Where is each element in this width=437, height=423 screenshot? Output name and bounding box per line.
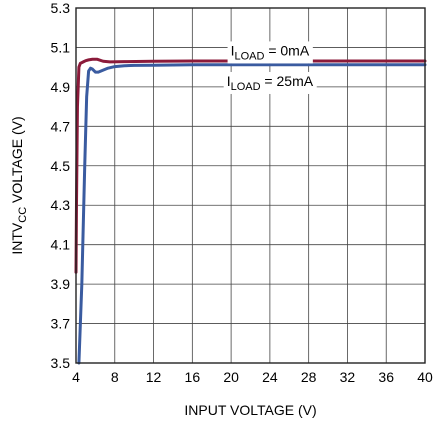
y-axis-title: INTVCC VOLTAGE (V) xyxy=(9,116,29,254)
y-tick-label: 3.5 xyxy=(51,355,71,371)
y-tick-labels: 3.5 3.7 3.9 4.1 4.3 4.5 4.7 4.9 5.1 5.3 xyxy=(51,0,71,371)
x-tick-label: 24 xyxy=(262,369,278,385)
y-tick-label: 4.9 xyxy=(51,79,71,95)
plot-frame xyxy=(75,7,426,364)
x-tick-label: 28 xyxy=(301,369,317,385)
x-tick-labels: 4 8 12 16 20 24 28 32 36 40 xyxy=(72,369,433,385)
y-axis-title-pre: INTV xyxy=(9,222,25,255)
x-tick-label: 36 xyxy=(378,369,394,385)
series-label-text: ILOAD = 25mA xyxy=(227,73,314,93)
y-tick-label: 5.3 xyxy=(51,0,71,16)
series-line-1 xyxy=(77,63,427,365)
series-label-post: = 0mA xyxy=(264,42,309,58)
series-label-text: ILOAD = 0mA xyxy=(231,42,310,62)
series-label-pre: I xyxy=(231,42,235,58)
y-tick-label: 4.5 xyxy=(51,158,71,174)
series-label-bg xyxy=(227,41,313,64)
y-tick-label: 5.1 xyxy=(51,39,71,55)
series-label-1: ILOAD = 25mA xyxy=(223,71,317,94)
x-axis-title: INPUT VOLTAGE (V) xyxy=(184,402,316,418)
y-axis-title-post: VOLTAGE (V) xyxy=(9,116,25,207)
x-tick-label: 40 xyxy=(417,369,433,385)
y-axis-title-sub: CC xyxy=(17,207,29,223)
series-label-post: = 25mA xyxy=(261,73,314,89)
series-label-sub: LOAD xyxy=(231,81,261,93)
x-tick-label: 4 xyxy=(72,369,80,385)
x-tick-label: 20 xyxy=(223,369,239,385)
y-tick-label: 4.1 xyxy=(51,237,71,253)
x-tick-label: 16 xyxy=(185,369,201,385)
series-label-0: ILOAD = 0mA xyxy=(227,41,313,64)
series-label-pre: I xyxy=(227,73,231,89)
series-label-sub: LOAD xyxy=(234,50,264,62)
y-tick-label: 3.9 xyxy=(51,276,71,292)
series-group xyxy=(74,57,427,365)
series-label-bg xyxy=(223,71,317,94)
x-tick-label: 8 xyxy=(111,369,119,385)
series-line-0 xyxy=(74,57,427,274)
x-tick-label: 32 xyxy=(340,369,356,385)
y-tick-label: 4.7 xyxy=(51,118,71,134)
y-tick-label: 4.3 xyxy=(51,197,71,213)
x-tick-label: 12 xyxy=(146,369,162,385)
y-tick-label: 3.7 xyxy=(51,316,71,332)
